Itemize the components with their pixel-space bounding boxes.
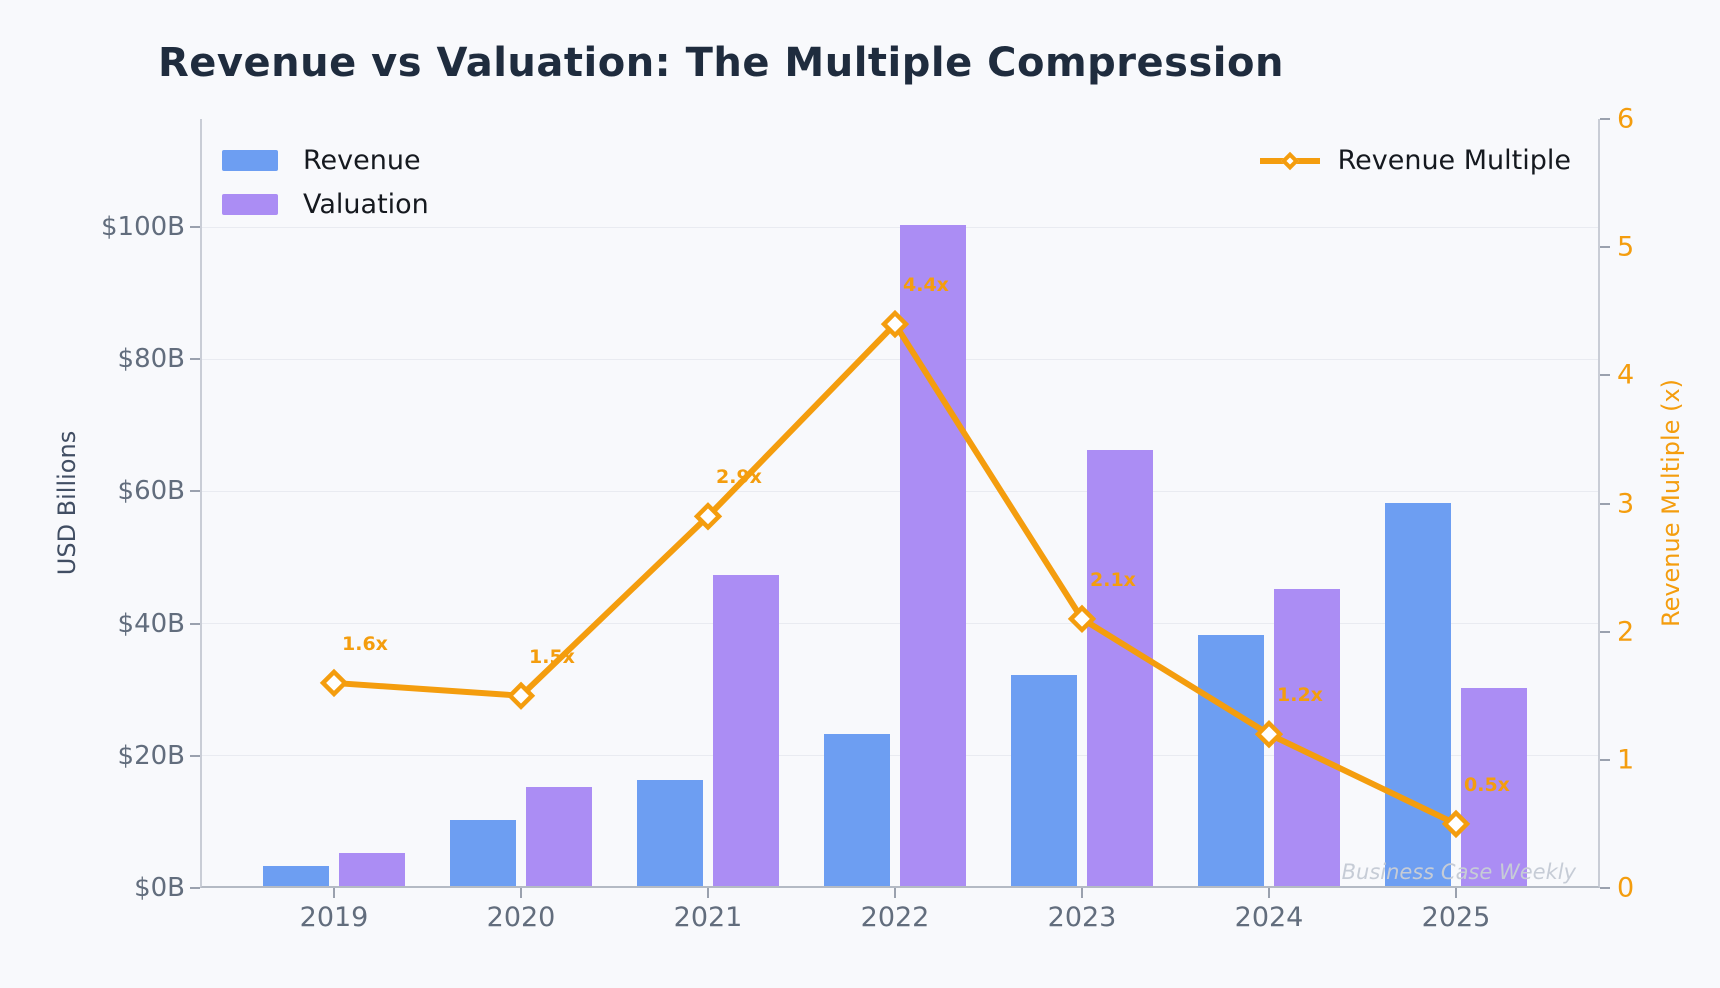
- x-tick-mark: [1455, 888, 1457, 898]
- multiple-line-layer: [319, 309, 1471, 839]
- diamond-marker-icon: [506, 681, 536, 710]
- left-tick-mark: [190, 622, 200, 625]
- bar-revenue-2021: [637, 780, 703, 886]
- legend-label-multiple: Revenue Multiple: [1337, 145, 1571, 176]
- right-tick-label: 3: [1617, 488, 1635, 519]
- bar-revenue-2019: [263, 866, 329, 886]
- multiple-point-label: 1.5x: [529, 645, 575, 668]
- right-tick-mark: [1600, 374, 1610, 377]
- x-tick-label: 2023: [1047, 902, 1117, 933]
- bar-valuation-2021: [713, 575, 779, 886]
- bar-valuation-2022: [900, 225, 966, 886]
- x-tick-mark: [1268, 888, 1270, 898]
- bar-revenue-2022: [824, 734, 890, 886]
- right-tick-mark: [1600, 887, 1610, 889]
- bar-revenue-2023: [1011, 674, 1077, 886]
- x-tick-mark: [707, 888, 709, 898]
- legend-multiple: Revenue Multiple: [1259, 145, 1571, 176]
- x-tick-mark: [520, 888, 522, 898]
- right-tick-label: 0: [1617, 872, 1635, 904]
- multiple-line-sample-icon: [1259, 146, 1320, 176]
- chart-title: Revenue vs Valuation: The Multiple Compr…: [158, 40, 1284, 86]
- multiple-point-label: 4.4x: [903, 274, 949, 297]
- diamond-marker-icon: [1441, 809, 1471, 839]
- x-tick-label: 2024: [1234, 902, 1304, 933]
- bar-revenue-2025: [1385, 502, 1451, 886]
- right-tick-mark: [1600, 502, 1610, 505]
- bar-valuation-2019: [339, 852, 405, 886]
- x-tick-mark: [1081, 888, 1083, 898]
- multiple-point-label: 2.1x: [1090, 568, 1136, 591]
- left-tick-mark: [190, 358, 200, 361]
- bar-revenue-2024: [1198, 634, 1264, 886]
- multiple-point-label: 2.9x: [716, 466, 762, 489]
- right-tick-label: 6: [1617, 103, 1635, 135]
- left-axis-title: USD Billions: [53, 430, 81, 576]
- x-tick-label: 2022: [860, 902, 930, 933]
- watermark: Business Case Weekly: [1341, 860, 1576, 884]
- x-tick-label: 2025: [1421, 902, 1491, 933]
- right-axis-title: Revenue Multiple (x): [1657, 378, 1685, 628]
- diamond-marker-icon: [693, 502, 723, 531]
- left-tick-label: $100B: [100, 212, 185, 243]
- bar-valuation-2023: [1087, 449, 1153, 886]
- x-tick-label: 2021: [673, 902, 743, 933]
- left-tick-label: $0B: [134, 873, 185, 903]
- legend-label-valuation: Valuation: [303, 189, 429, 220]
- left-tick-mark: [190, 754, 200, 757]
- left-tick-mark: [190, 490, 200, 493]
- multiple-line: [331, 321, 1459, 827]
- left-tick-label: $60B: [117, 476, 185, 507]
- valuation-swatch-icon: [222, 194, 278, 215]
- right-tick-label: 4: [1617, 359, 1635, 391]
- bar-valuation-2024: [1274, 588, 1340, 886]
- left-tick-mark: [190, 226, 200, 229]
- bar-revenue-2020: [450, 819, 516, 886]
- right-tick-label: 5: [1617, 231, 1635, 263]
- multiple-point-label: 1.2x: [1277, 684, 1323, 707]
- right-tick-mark: [1600, 246, 1610, 249]
- diamond-marker-icon: [1280, 151, 1299, 170]
- legend-label-revenue: Revenue: [303, 145, 421, 176]
- right-tick-mark: [1600, 630, 1610, 633]
- left-tick-label: $80B: [117, 344, 185, 375]
- diamond-marker-icon: [1067, 604, 1097, 634]
- plot-area: USD Billions Revenue Multiple (x) Revenu…: [53, 104, 1685, 934]
- diamond-marker-icon: [319, 668, 349, 698]
- x-tick-mark: [333, 888, 335, 898]
- right-tick-label: 2: [1617, 616, 1635, 648]
- x-tick-mark: [894, 888, 896, 898]
- left-tick-mark: [190, 887, 200, 889]
- left-tick-label: $40B: [117, 608, 185, 639]
- left-tick-label: $20B: [117, 740, 185, 771]
- multiple-point-label: 0.5x: [1464, 773, 1510, 796]
- x-tick-label: 2020: [486, 902, 556, 933]
- diamond-marker-icon: [1254, 720, 1284, 749]
- bar-valuation-2025: [1461, 687, 1527, 886]
- right-tick-mark: [1600, 758, 1610, 761]
- diamond-marker-icon: [880, 309, 910, 339]
- revenue-swatch-icon: [222, 150, 278, 171]
- multiple-point-label: 1.6x: [342, 632, 388, 655]
- right-tick-mark: [1600, 118, 1610, 120]
- bar-valuation-2020: [526, 786, 592, 886]
- right-tick-label: 1: [1617, 744, 1635, 776]
- legend-bars: Revenue Valuation: [222, 145, 429, 233]
- legend-row-valuation: Valuation: [222, 189, 429, 220]
- legend-row-revenue: Revenue: [222, 145, 429, 176]
- x-tick-label: 2019: [299, 902, 369, 933]
